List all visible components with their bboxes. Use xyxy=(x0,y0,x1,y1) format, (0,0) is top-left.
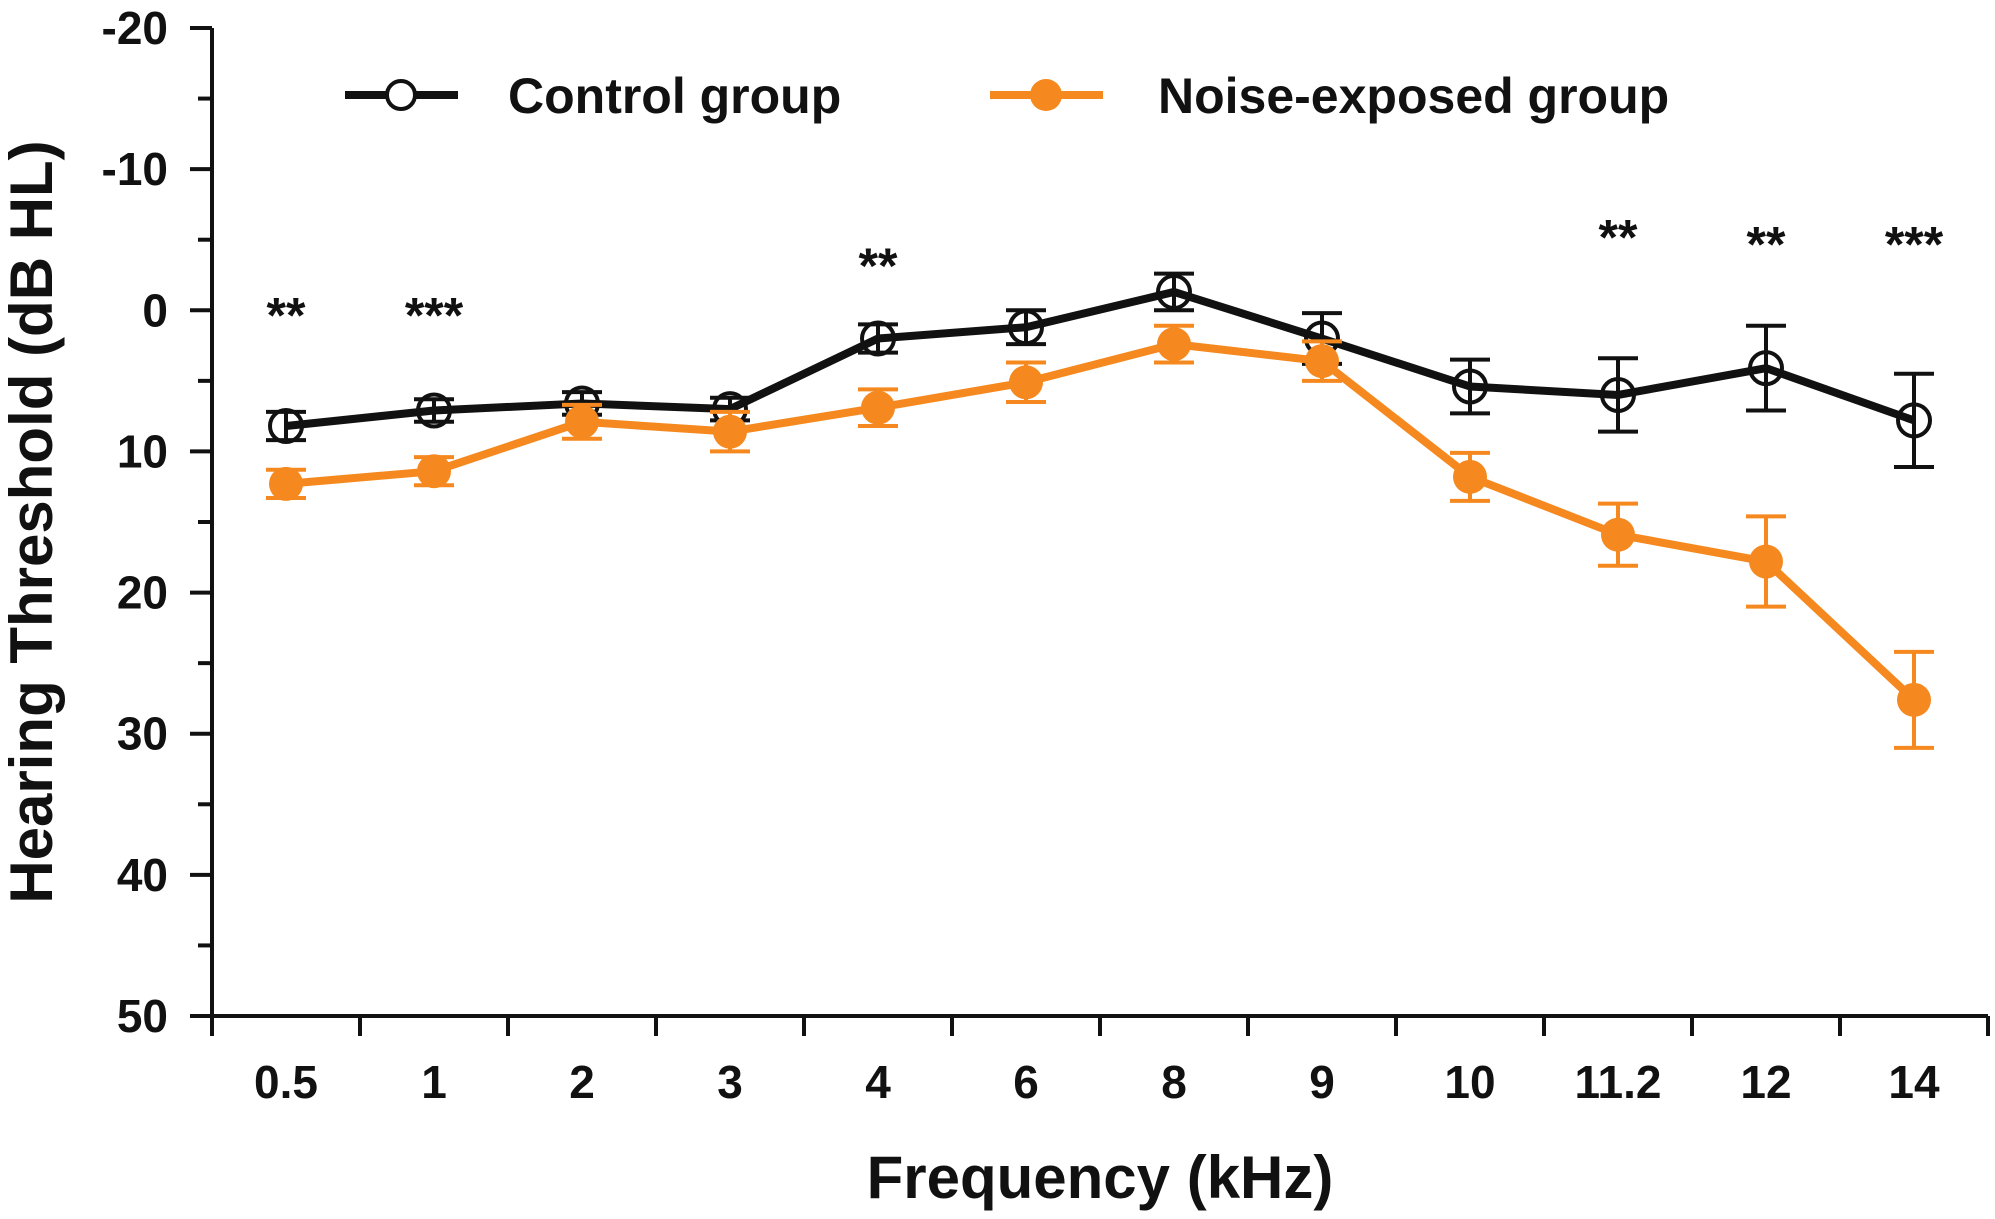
y-tick-label: 40 xyxy=(117,849,168,901)
data-point xyxy=(565,404,599,439)
x-tick-label: 3 xyxy=(717,1056,743,1108)
data-point xyxy=(860,320,896,357)
data-point xyxy=(1897,682,1931,717)
data-point xyxy=(713,414,747,449)
data-point xyxy=(416,392,452,429)
data-point xyxy=(1749,544,1783,579)
series-line xyxy=(285,340,1917,703)
series-noise-exposed xyxy=(266,323,1934,750)
data-point xyxy=(269,466,303,501)
legend-noise-marker xyxy=(1030,79,1062,111)
y-tick-label: 30 xyxy=(117,708,168,760)
y-tick-label: 50 xyxy=(117,990,168,1042)
data-point xyxy=(1156,273,1192,310)
legend-control-label: Control group xyxy=(508,68,841,124)
y-axis-title: Hearing Threshold (dB HL) xyxy=(0,140,65,903)
y-tick-label: -20 xyxy=(102,2,168,54)
series-line xyxy=(285,287,1916,431)
data-point xyxy=(1009,365,1043,400)
data-point xyxy=(1305,344,1339,379)
y-tick-label: 0 xyxy=(142,284,168,336)
significance-marker: ** xyxy=(267,287,306,343)
significance-marker: ** xyxy=(1599,210,1638,266)
x-tick-label: 6 xyxy=(1013,1056,1039,1108)
x-tick-label: 1 xyxy=(421,1056,447,1108)
x-tick-label: 0.5 xyxy=(254,1056,318,1108)
series-control xyxy=(266,271,1934,469)
legend: Control group Noise-exposed group xyxy=(345,68,1669,124)
y-tick-label: 10 xyxy=(117,425,168,477)
x-tick-label: 2 xyxy=(569,1056,595,1108)
legend-item-control: Control group xyxy=(345,68,841,124)
data-point xyxy=(268,408,304,445)
significance-marker: ** xyxy=(859,238,898,294)
legend-item-noise: Noise-exposed group xyxy=(990,68,1669,124)
y-tick-label: 20 xyxy=(117,567,168,619)
significance-marker: *** xyxy=(405,287,464,343)
x-tick-label: 9 xyxy=(1309,1056,1335,1108)
significance-marker: *** xyxy=(1885,217,1944,273)
data-point xyxy=(861,390,895,425)
data-point xyxy=(1748,350,1784,387)
legend-control-marker xyxy=(385,79,417,111)
data-point xyxy=(417,454,451,489)
y-tick-label: -10 xyxy=(102,143,168,195)
significance-marker: ** xyxy=(1747,217,1786,273)
x-tick-label: 14 xyxy=(1888,1056,1940,1108)
x-tick-label: 12 xyxy=(1740,1056,1791,1108)
x-tick-label: 8 xyxy=(1161,1056,1187,1108)
data-point xyxy=(1008,309,1044,346)
data-point xyxy=(1157,327,1191,362)
series-layer xyxy=(266,271,1934,750)
data-point xyxy=(1600,376,1636,413)
x-axis-title: Frequency (kHz) xyxy=(867,1144,1334,1211)
data-point xyxy=(1453,459,1487,494)
data-point xyxy=(1452,368,1488,405)
x-tick-label: 11.2 xyxy=(1575,1056,1662,1108)
legend-noise-label: Noise-exposed group xyxy=(1158,68,1669,124)
x-tick-label: 4 xyxy=(865,1056,891,1108)
data-point xyxy=(1896,402,1932,439)
axes xyxy=(210,28,1988,1018)
annotation-layer: ** ******* ** *** xyxy=(267,210,1944,344)
x-tick-label: 10 xyxy=(1444,1056,1495,1108)
data-point xyxy=(1601,517,1635,552)
y-ticks: -20 -10 0 10 20 30 40 50 xyxy=(102,2,212,1042)
x-ticks: 0.5 1 2 3 4 6 8 9 10 11.2 12 14 xyxy=(210,1016,1990,1108)
